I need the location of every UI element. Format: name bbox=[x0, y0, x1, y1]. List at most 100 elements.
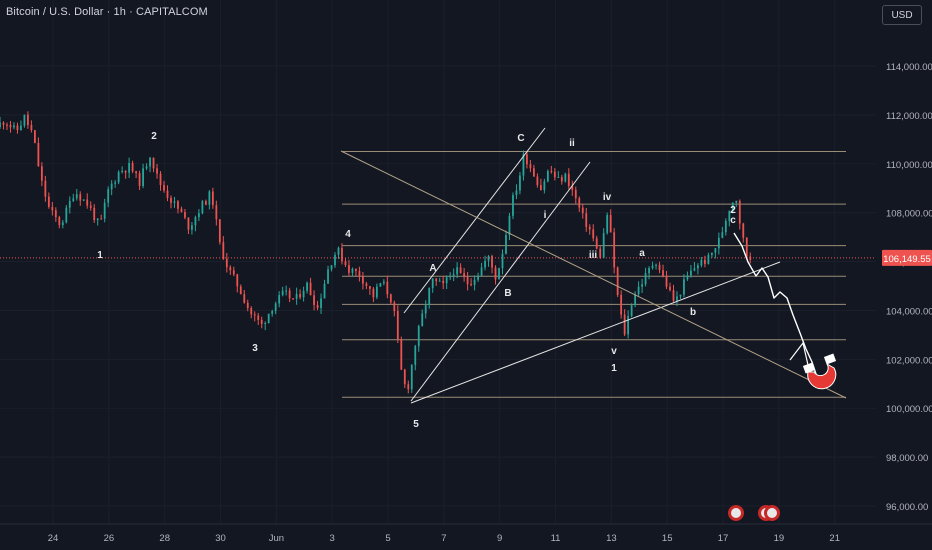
candle-body bbox=[613, 232, 616, 268]
currency-button[interactable]: USD bbox=[882, 5, 922, 25]
candle-body bbox=[400, 339, 403, 370]
candle-body bbox=[442, 280, 445, 284]
event-flag-inner bbox=[767, 508, 777, 518]
candle-body bbox=[344, 261, 347, 266]
candle-body bbox=[281, 290, 284, 296]
channel-upper-line bbox=[403, 127, 546, 314]
x-tick-label: 26 bbox=[104, 533, 115, 544]
candle-body bbox=[396, 310, 399, 340]
candle-body bbox=[128, 162, 131, 173]
candle-body bbox=[616, 267, 619, 295]
wave-label: a bbox=[639, 248, 645, 259]
x-tick-label: 5 bbox=[385, 533, 390, 544]
time-axis[interactable]: 24 26 28 30 Jun 3 5 7 9 11 13 15 17 19 21 bbox=[0, 523, 932, 550]
candle-body bbox=[82, 199, 85, 201]
candle-body bbox=[686, 275, 689, 280]
candle-body bbox=[553, 171, 556, 178]
candle-body bbox=[23, 114, 26, 126]
wave-label: i bbox=[544, 210, 547, 221]
event-markers[interactable] bbox=[728, 505, 780, 521]
candle-body bbox=[533, 168, 535, 177]
wave-label: 2 bbox=[151, 131, 157, 142]
candle-body bbox=[121, 170, 124, 172]
candle-body bbox=[285, 290, 288, 292]
candle-body bbox=[253, 314, 256, 316]
candle-body bbox=[229, 267, 232, 271]
candle-body bbox=[665, 275, 668, 287]
candle-body bbox=[243, 294, 246, 303]
candle-body bbox=[417, 326, 420, 347]
wave-label: B bbox=[504, 288, 511, 299]
candle-body bbox=[348, 265, 350, 273]
symbol-title[interactable]: Bitcoin / U.S. Dollar · 1h · CAPITALCOM bbox=[6, 6, 208, 18]
candle-body bbox=[351, 268, 354, 273]
wave-label: 3 bbox=[252, 343, 258, 354]
candle-body bbox=[449, 275, 452, 278]
candle-body bbox=[30, 125, 33, 131]
candle-body bbox=[246, 302, 249, 309]
candle-body bbox=[627, 316, 630, 335]
candle-body bbox=[424, 305, 427, 314]
candle-body bbox=[484, 260, 486, 268]
candle-body bbox=[382, 281, 385, 284]
candle-body bbox=[522, 154, 525, 176]
candle-body bbox=[215, 205, 218, 220]
candle-body bbox=[163, 185, 165, 191]
candle-body bbox=[117, 171, 120, 183]
candle-body bbox=[13, 125, 15, 128]
candle-body bbox=[550, 170, 553, 172]
candle-body bbox=[0, 122, 1, 128]
candle-body bbox=[107, 189, 110, 203]
candle-body bbox=[187, 217, 190, 230]
candle-body bbox=[546, 170, 549, 182]
diagonal-line bbox=[340, 150, 847, 399]
wave-label: c bbox=[730, 215, 736, 226]
candle-body bbox=[131, 162, 134, 172]
candle-body bbox=[651, 265, 654, 269]
candle-body bbox=[679, 294, 682, 297]
candle-body bbox=[124, 170, 127, 173]
wave-label: 2 bbox=[730, 205, 736, 216]
candle-body bbox=[529, 164, 532, 169]
candle-body bbox=[309, 282, 312, 296]
axis-background bbox=[876, 0, 932, 550]
candle-body bbox=[368, 286, 371, 289]
candle-body bbox=[623, 314, 626, 335]
candle-body bbox=[86, 199, 89, 206]
candle-body bbox=[65, 207, 68, 223]
candle-body bbox=[313, 295, 315, 305]
candle-body bbox=[320, 298, 322, 308]
candle-body bbox=[110, 183, 113, 190]
wave-label: b bbox=[690, 307, 696, 318]
wave-label: v bbox=[611, 346, 617, 357]
price-axis[interactable]: 96,000.00 98,000.00 100,000.00 102,000.00 10… bbox=[876, 0, 932, 550]
wave-label: iv bbox=[603, 192, 612, 203]
candle-body bbox=[428, 287, 431, 306]
wave-label: 1 bbox=[97, 250, 103, 261]
candle-body bbox=[341, 247, 343, 262]
candle-body bbox=[44, 180, 47, 197]
last-price-badge[interactable] bbox=[882, 249, 932, 266]
candle-body bbox=[89, 205, 92, 208]
candle-body bbox=[79, 194, 82, 201]
candle-body bbox=[27, 114, 29, 126]
candle-body bbox=[466, 276, 469, 285]
candle-body bbox=[292, 298, 295, 300]
candle-body bbox=[438, 280, 441, 282]
candle-body bbox=[697, 265, 699, 269]
candle-body bbox=[6, 124, 8, 126]
support-trendline bbox=[410, 261, 781, 404]
x-tick-label: 9 bbox=[497, 533, 502, 544]
candle-body bbox=[592, 229, 595, 239]
candle-body bbox=[355, 268, 357, 271]
candle-body bbox=[519, 175, 521, 191]
x-tick-label: 24 bbox=[48, 533, 59, 544]
candle-body bbox=[334, 254, 336, 266]
x-tick-label: Jun bbox=[269, 533, 284, 544]
candle-body bbox=[232, 270, 235, 275]
x-tick-label: 3 bbox=[330, 533, 335, 544]
candle-body bbox=[452, 274, 455, 276]
event-flag-inner bbox=[731, 508, 741, 518]
